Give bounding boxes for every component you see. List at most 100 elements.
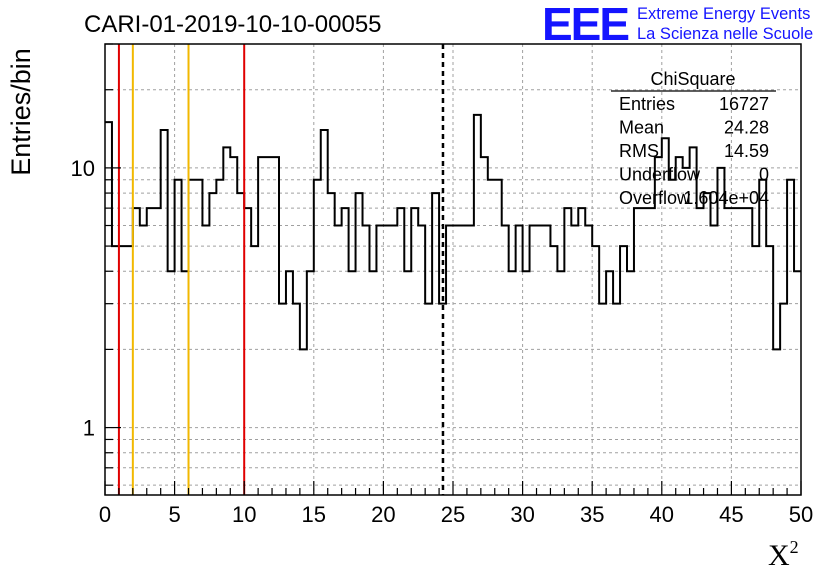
stats-row-label: Entries — [619, 94, 675, 114]
chart-title: CARI-01-2019-10-10-00055 — [84, 11, 382, 38]
histogram-bin — [418, 226, 425, 495]
x-axis-label-main: X — [768, 539, 790, 572]
histogram-bin — [216, 180, 223, 495]
histogram-bin — [133, 208, 140, 495]
histogram-bin — [349, 271, 356, 495]
histogram-bin — [752, 246, 759, 495]
histogram-bin — [286, 271, 293, 495]
histogram-bin — [627, 271, 634, 495]
histogram-bin — [467, 226, 474, 495]
histogram-bin — [446, 226, 453, 495]
histogram-bin — [780, 304, 787, 495]
histogram-bin — [634, 208, 641, 495]
axes — [104, 43, 802, 496]
histogram-bin — [516, 226, 523, 495]
x-tick-label: 10 — [232, 502, 256, 527]
histogram-bin — [738, 208, 745, 495]
stats-row-value: 1.604e+04 — [683, 188, 769, 208]
histogram-bin — [759, 180, 766, 495]
histogram-bin — [557, 271, 564, 495]
histogram-bin — [502, 226, 509, 495]
eee-branding: EEE Extreme Energy Events La Scienza nel… — [542, 0, 813, 50]
grid — [105, 44, 801, 495]
histogram-bin — [550, 246, 557, 495]
histogram-bin — [613, 304, 620, 495]
histogram-bin — [509, 271, 516, 495]
histogram-bin — [766, 246, 773, 495]
x-tick-label: 45 — [719, 502, 743, 527]
stats-rows: Entries 16727 Mean 24.28 RMS 14.59 Underflow 0 O… — [619, 94, 769, 208]
histogram-bin — [363, 226, 370, 495]
histogram-bin — [140, 226, 147, 495]
stats-row-label: Mean — [619, 118, 664, 138]
histogram-bin — [300, 349, 307, 495]
histogram-bin — [390, 226, 397, 495]
stats-box: ChiSquare Entries 16727 Mean 24.28 RMS 14.59 U… — [611, 69, 776, 208]
stats-row-value: 24.28 — [724, 118, 769, 138]
histogram-bin — [606, 271, 613, 495]
histogram-bin — [251, 246, 258, 495]
histogram-bin — [356, 193, 363, 495]
histogram-bin — [404, 271, 411, 495]
histogram-bin — [697, 208, 704, 495]
x-tick-label: 40 — [650, 502, 674, 527]
histogram-bin — [168, 271, 175, 495]
histogram-bin — [279, 304, 286, 495]
x-tick-label: 25 — [441, 502, 465, 527]
histogram-bin — [147, 208, 154, 495]
histogram-bin — [648, 208, 655, 495]
histogram-bin — [530, 226, 537, 495]
histogram-bin — [425, 304, 432, 495]
x-tick-label: 20 — [371, 502, 395, 527]
histogram-bin — [460, 226, 467, 495]
histogram-bin — [175, 180, 182, 495]
histogram-bin — [571, 226, 578, 495]
y-tick-label: 10 — [71, 156, 95, 181]
histogram-bin — [161, 130, 168, 495]
x-tick-label: 0 — [99, 502, 111, 527]
histogram-bin — [342, 208, 349, 495]
histogram-bin — [585, 226, 592, 495]
histogram-bin — [209, 193, 216, 495]
histogram-bin — [474, 115, 481, 495]
histogram-bin — [328, 193, 335, 495]
histogram-bin — [488, 180, 495, 495]
tick-labels: 0 5 10 15 20 25 30 35 40 45 50 1 10 — [71, 156, 814, 527]
histogram-bin — [794, 271, 801, 495]
histogram-bin — [717, 168, 724, 495]
histogram-bin — [641, 208, 648, 495]
stats-row-label: Overflow — [619, 188, 691, 208]
histogram-bin — [397, 208, 404, 495]
histogram-bin — [195, 180, 202, 495]
y-axis-label: Entries/bin — [6, 48, 36, 176]
histogram-bin — [119, 246, 126, 495]
stats-row-value: 16727 — [719, 94, 769, 114]
stats-row-value: 0 — [759, 165, 769, 185]
histogram-bin — [787, 180, 794, 495]
histogram-bin — [154, 208, 161, 495]
histogram-bin — [704, 193, 711, 495]
y-tick-label: 1 — [83, 416, 95, 441]
histogram-bin — [126, 246, 133, 495]
histogram-bin — [773, 349, 780, 495]
histogram-bin — [711, 226, 718, 495]
histogram-bin — [189, 180, 196, 495]
x-tick-label: 30 — [510, 502, 534, 527]
x-tick-label: 35 — [580, 502, 604, 527]
histogram-bin — [683, 168, 690, 495]
histogram-bin — [244, 208, 251, 495]
histogram-bin — [112, 246, 119, 495]
x-tick-label: 5 — [168, 502, 180, 527]
stats-row-value: 14.59 — [724, 141, 769, 161]
histogram-bin — [182, 271, 189, 495]
histogram-bin — [376, 226, 383, 495]
brand-line-2: La Scienza nelle Scuole — [637, 25, 813, 43]
histogram-bin — [564, 208, 571, 495]
histogram-bin — [432, 193, 439, 495]
x-tick-label: 50 — [789, 502, 813, 527]
histogram-bin — [537, 226, 544, 495]
x-axis-label: X2 — [768, 537, 799, 572]
histogram-bin — [383, 226, 390, 495]
histogram-bin — [745, 208, 752, 495]
